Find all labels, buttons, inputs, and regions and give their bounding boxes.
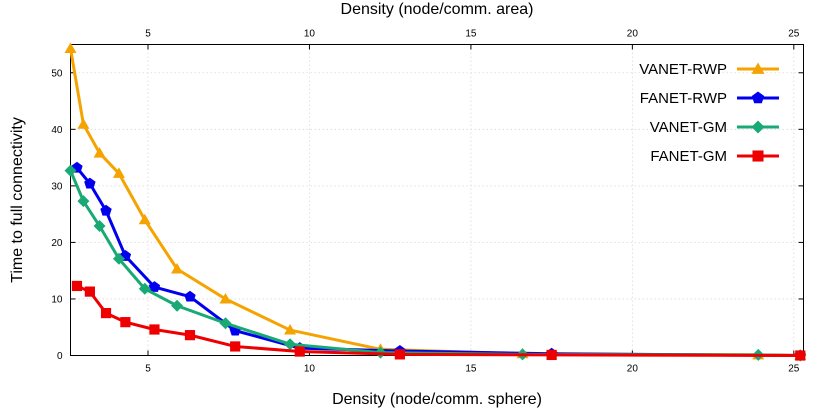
series [64, 42, 807, 362]
x2-tick-label: 5 [145, 29, 151, 40]
data-point-vanet-gm [93, 220, 106, 233]
data-point-fanet-gm [84, 286, 95, 297]
x-tick-label: 15 [465, 364, 477, 375]
x-tick-label: 5 [145, 364, 151, 375]
data-point-fanet-gm [71, 280, 83, 292]
x-tick-label: 20 [627, 364, 639, 375]
y-tick-label: 0 [57, 351, 63, 362]
axis-ticks: 5 10 15 20 25 5 10 15 20 25 0 10 20 30 40 50 [51, 29, 804, 375]
y-tick-label: 10 [51, 294, 63, 305]
data-point-fanet-gm [546, 349, 557, 361]
data-point-fanet-gm [149, 324, 160, 335]
series-line-fanet-rwp [75, 166, 801, 357]
data-point-fanet-gm [120, 317, 131, 328]
x2-tick-label: 20 [627, 29, 639, 40]
y-tick-label: 20 [51, 238, 63, 249]
data-point-fanet-gm [230, 341, 241, 352]
data-point-vanet-rwp [64, 42, 77, 53]
y-tick-label: 40 [51, 125, 63, 136]
legend-item-vanet-rwp: VANET-RWP [639, 61, 779, 78]
data-point-vanet-gm [219, 317, 232, 330]
legend-swatch-marker [751, 91, 765, 104]
legend: VANET-RWP FANET-RWP VANET-GM FANET-GM [639, 61, 779, 165]
data-point-vanet-gm [112, 252, 125, 265]
legend-label: FANET-GM [650, 148, 727, 165]
legend-swatch-marker [752, 150, 764, 162]
data-point-vanet-rwp [171, 262, 184, 274]
legend-item-fanet-gm: FANET-GM [650, 148, 779, 165]
x2-tick-label: 10 [304, 29, 316, 40]
y-tick-label: 30 [51, 181, 63, 192]
data-point-vanet-rwp [219, 292, 232, 304]
data-point-vanet-rwp [93, 147, 106, 158]
data-point-vanet-gm [171, 299, 184, 312]
data-point-vanet-gm [284, 338, 297, 351]
data-point-fanet-gm [394, 349, 405, 360]
y-tick-label: 50 [51, 68, 63, 79]
x-axis-title: Density (node/comm. sphere) [332, 391, 542, 408]
series-fanet-rwp [71, 161, 806, 361]
legend-swatch-marker [751, 62, 765, 74]
data-point-vanet-rwp [138, 213, 151, 225]
series-line-vanet-gm [69, 170, 801, 357]
legend-swatch-marker [751, 120, 765, 134]
x2-axis-title: Density (node/comm. area) [341, 1, 534, 18]
data-point-fanet-rwp [148, 281, 161, 292]
legend-item-vanet-gm: VANET-GM [650, 119, 779, 136]
x-tick-label: 10 [304, 364, 316, 375]
data-point-vanet-gm [64, 164, 77, 177]
x2-tick-label: 15 [465, 29, 477, 40]
legend-label: FANET-RWP [640, 90, 727, 107]
legend-label: VANET-RWP [639, 61, 727, 78]
data-point-fanet-gm [795, 350, 806, 361]
data-point-vanet-gm [77, 195, 90, 208]
data-point-fanet-rwp [84, 177, 96, 189]
data-point-fanet-rwp [100, 204, 112, 216]
data-point-fanet-rwp [184, 290, 196, 302]
data-point-vanet-rwp [77, 118, 90, 129]
y-axis-title: Time to full connectivity [9, 117, 26, 283]
data-point-fanet-gm [100, 307, 112, 319]
data-point-fanet-gm [184, 330, 196, 341]
legend-label: VANET-GM [650, 119, 727, 136]
data-point-vanet-rwp [112, 167, 125, 178]
x-tick-label: 25 [788, 364, 800, 375]
series-fanet-gm [71, 280, 806, 361]
data-point-vanet-rwp [284, 324, 297, 335]
x2-tick-label: 25 [788, 29, 800, 40]
data-point-fanet-gm [294, 346, 305, 357]
data-point-vanet-gm [138, 282, 151, 295]
legend-item-fanet-rwp: FANET-RWP [640, 90, 779, 107]
